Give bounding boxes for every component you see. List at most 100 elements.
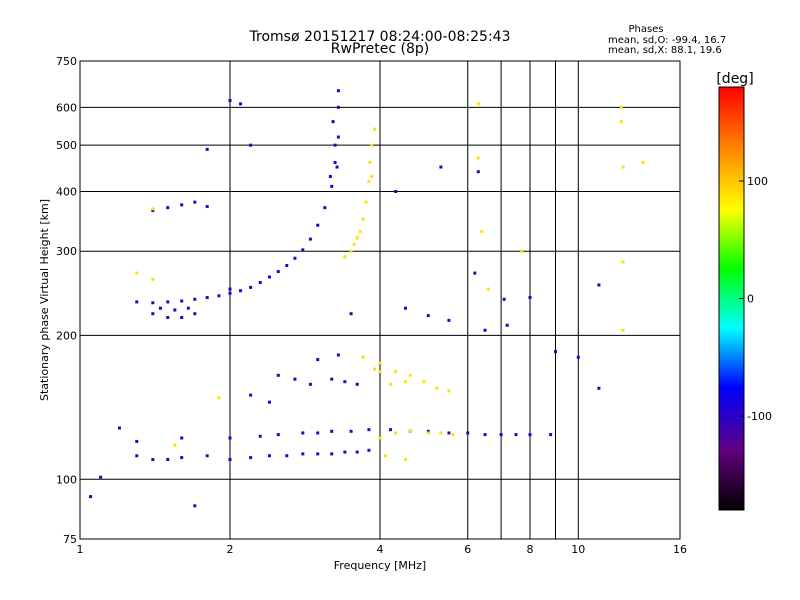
data-point-x bbox=[486, 287, 490, 291]
data-point-o bbox=[249, 285, 253, 289]
data-point-x bbox=[621, 165, 625, 169]
data-point-x bbox=[383, 454, 387, 458]
data-point-o bbox=[239, 289, 243, 293]
data-point-o bbox=[293, 256, 297, 260]
data-point-o bbox=[355, 382, 359, 386]
data-point-o bbox=[473, 271, 477, 275]
data-point-x bbox=[447, 389, 451, 393]
colorbar-tick-label: -100 bbox=[747, 410, 772, 423]
data-point-o bbox=[193, 297, 197, 301]
data-point-o bbox=[597, 386, 601, 390]
data-point-x bbox=[373, 127, 377, 131]
data-point-o bbox=[228, 291, 232, 295]
data-point-o bbox=[333, 160, 337, 164]
data-point-x bbox=[355, 236, 359, 240]
colorbar-ticks: 100 0 -100 bbox=[739, 175, 772, 423]
data-point-o bbox=[249, 456, 253, 460]
data-point-o bbox=[205, 454, 209, 458]
data-point-x bbox=[520, 249, 524, 253]
data-point-x bbox=[439, 431, 443, 435]
data-point-x bbox=[343, 255, 347, 259]
colorbar-tick-label: 0 bbox=[747, 293, 754, 306]
data-point-x bbox=[621, 328, 625, 332]
data-point-o bbox=[343, 380, 347, 384]
data-point-o bbox=[180, 299, 184, 303]
data-point-o bbox=[367, 448, 371, 452]
data-point-o bbox=[249, 143, 253, 147]
data-point-o bbox=[276, 433, 280, 437]
data-point-o bbox=[166, 315, 170, 319]
data-point-o bbox=[355, 450, 359, 454]
y-tick-label: 500 bbox=[56, 139, 77, 152]
data-point-o bbox=[180, 315, 184, 319]
data-point-o bbox=[528, 296, 532, 300]
data-point-x bbox=[361, 217, 365, 221]
data-point-x bbox=[619, 120, 623, 124]
data-point-o bbox=[267, 454, 271, 458]
data-point-x bbox=[476, 156, 480, 160]
x-tick-label: 1 bbox=[77, 543, 84, 556]
data-point-o bbox=[316, 358, 320, 362]
data-point-x bbox=[394, 431, 398, 435]
data-point-o bbox=[336, 89, 340, 93]
data-point-o bbox=[426, 314, 430, 318]
x-tick-label: 6 bbox=[464, 543, 471, 556]
data-point-o bbox=[193, 200, 197, 204]
colorbar-tick-label: 100 bbox=[747, 175, 768, 188]
data-point-x bbox=[368, 160, 372, 164]
data-point-o bbox=[258, 434, 262, 438]
x-axis-ticks: 1 2 4 6 8 10 16 bbox=[77, 543, 688, 556]
data-point-x bbox=[358, 229, 362, 233]
x-axis-label: Frequency [MHz] bbox=[334, 559, 426, 572]
data-point-x bbox=[403, 457, 407, 461]
data-point-o bbox=[439, 165, 443, 169]
data-point-x bbox=[435, 386, 439, 390]
data-point-o bbox=[336, 353, 340, 357]
data-point-x bbox=[373, 367, 377, 371]
data-point-o bbox=[330, 184, 334, 188]
plot-frame bbox=[79, 60, 681, 540]
data-point-o bbox=[483, 433, 487, 437]
data-point-x bbox=[352, 242, 356, 246]
data-point-o bbox=[180, 456, 184, 460]
data-point-x bbox=[408, 373, 412, 377]
data-point-o bbox=[151, 209, 155, 213]
data-point-o bbox=[323, 206, 327, 210]
data-point-o bbox=[267, 400, 271, 404]
data-point-o bbox=[228, 287, 232, 291]
data-point-o bbox=[333, 143, 337, 147]
data-point-x bbox=[349, 249, 353, 253]
data-point-o bbox=[505, 323, 509, 327]
data-point-o bbox=[151, 301, 155, 305]
data-point-x bbox=[641, 160, 645, 164]
data-point-o bbox=[447, 318, 451, 322]
data-point-o bbox=[249, 393, 253, 397]
data-point-o bbox=[336, 135, 340, 139]
x-tick-label: 2 bbox=[227, 543, 234, 556]
y-tick-label: 600 bbox=[56, 101, 77, 114]
y-axis-ticks: 75 100 200 300 400 500 600 750 bbox=[56, 55, 77, 546]
data-point-o bbox=[166, 206, 170, 210]
y-axis-label: Stationary phase Virtual Height [km] bbox=[38, 199, 51, 401]
data-point-o bbox=[135, 439, 139, 443]
data-point-x bbox=[378, 436, 382, 440]
data-point-x bbox=[370, 174, 374, 178]
data-point-o bbox=[99, 475, 103, 479]
data-point-o bbox=[205, 296, 209, 300]
data-point-o bbox=[597, 283, 601, 287]
data-point-o bbox=[205, 205, 209, 209]
data-point-x bbox=[619, 105, 623, 109]
data-point-x bbox=[151, 207, 155, 211]
data-point-o bbox=[285, 264, 289, 268]
data-point-x bbox=[476, 102, 480, 106]
data-point-o bbox=[186, 306, 190, 310]
data-point-o bbox=[553, 350, 557, 354]
data-point-o bbox=[151, 312, 155, 316]
phase-annotation-x: mean, sd,X: 88.1, 19.6 bbox=[608, 45, 722, 56]
data-point-o bbox=[301, 248, 305, 252]
data-point-o bbox=[349, 312, 353, 316]
data-point-x bbox=[173, 443, 177, 447]
data-point-o bbox=[301, 452, 305, 456]
grid-lines bbox=[80, 61, 680, 539]
data-point-o bbox=[180, 436, 184, 440]
